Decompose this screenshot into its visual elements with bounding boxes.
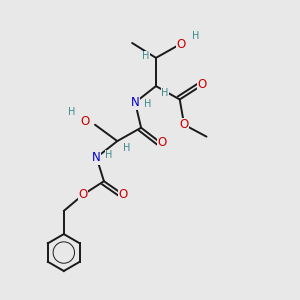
Text: O: O <box>197 78 207 91</box>
Text: N: N <box>131 96 140 109</box>
Text: N: N <box>92 151 101 164</box>
Text: O: O <box>118 188 128 201</box>
Text: H: H <box>161 88 169 98</box>
Text: O: O <box>79 188 88 201</box>
Text: O: O <box>80 115 89 128</box>
Text: O: O <box>177 38 186 51</box>
Text: H: H <box>68 107 76 117</box>
Text: H: H <box>192 31 200 41</box>
Text: H: H <box>122 142 130 153</box>
Text: H: H <box>144 99 151 109</box>
Text: H: H <box>105 150 113 160</box>
Text: O: O <box>157 136 167 149</box>
Text: O: O <box>180 118 189 131</box>
Text: H: H <box>142 51 149 62</box>
